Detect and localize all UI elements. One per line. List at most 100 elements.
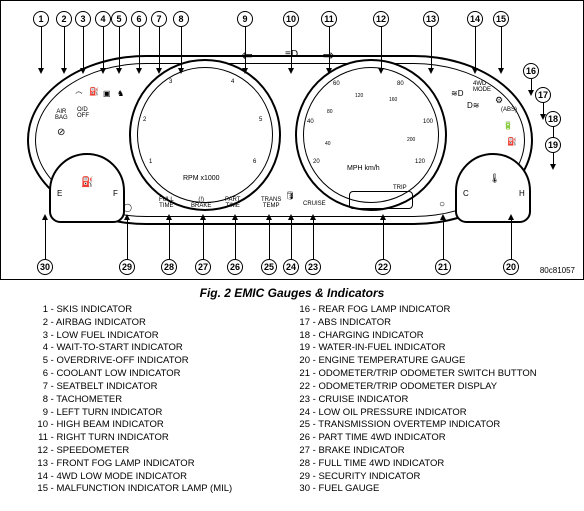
4wd-text: 4WDMODE (473, 81, 491, 93)
callout-28: 28 (161, 259, 177, 275)
figure-caption: Fig. 2 EMIC Gauges & Indicators (0, 286, 584, 300)
callout-2: 2 (56, 11, 72, 27)
callout-line-30 (45, 217, 46, 259)
callout-10: 10 (283, 11, 299, 27)
legend-item-18: 18 - CHARGING INDICATOR (292, 330, 554, 343)
legend-item-17: 17 - ABS INDICATOR (292, 317, 554, 330)
callout-23: 23 (305, 259, 321, 275)
tach-inner (137, 67, 273, 203)
callout-line-9 (245, 27, 246, 71)
callout-line-1 (41, 27, 42, 71)
callout-26: 26 (227, 259, 243, 275)
legend-item-21: 21 - ODOMETER/TRIP ODOMETER SWITCH BUTTO… (292, 368, 554, 381)
fuel-e: E (57, 189, 62, 198)
legend-item-7: 7 - SEATBELT INDICATOR (30, 381, 292, 394)
callout-19: 19 (545, 137, 561, 153)
callout-1: 1 (33, 11, 49, 27)
callout-arrow-5 (116, 68, 122, 74)
callout-line-4 (103, 27, 104, 71)
legend-item-14: 14 - 4WD LOW MODE INDICATOR (30, 471, 292, 484)
callout-14: 14 (467, 11, 483, 27)
legend-item-28: 28 - FULL TIME 4WD INDICATOR (292, 458, 554, 471)
trip-display (349, 191, 413, 209)
callout-6: 6 (131, 11, 147, 27)
trip-label: TRIP (393, 185, 407, 191)
callout-arrow-26 (232, 214, 238, 220)
callout-22: 22 (375, 259, 391, 275)
callout-arrow-22 (380, 214, 386, 220)
legend-item-3: 3 - LOW FUEL INDICATOR (30, 330, 292, 343)
odoff-text: O/DOFF (77, 107, 89, 119)
callout-line-25 (269, 217, 270, 259)
legend-item-24: 24 - LOW OIL PRESSURE INDICATOR (292, 407, 554, 420)
callout-16: 16 (523, 63, 539, 79)
callout-5: 5 (111, 11, 127, 27)
temp-c: C (463, 189, 469, 198)
callout-line-26 (235, 217, 236, 259)
fulltime-text: FULLTIME (159, 197, 174, 209)
legend-item-16: 16 - REAR FOG LAMP INDICATOR (292, 304, 554, 317)
callout-13: 13 (423, 11, 439, 27)
callout-arrow-23 (310, 214, 316, 220)
legend-item-30: 30 - FUEL GAUGE (292, 483, 554, 496)
callout-arrow-1 (38, 68, 44, 74)
callout-30: 30 (37, 259, 53, 275)
callout-line-21 (443, 217, 444, 259)
legend-item-5: 5 - OVERDRIVE-OFF INDICATOR (30, 355, 292, 368)
speedo-label: MPH km/h (347, 165, 380, 172)
callout-line-13 (431, 27, 432, 71)
mph-80: 80 (397, 81, 404, 87)
callout-arrow-19 (550, 164, 556, 170)
callout-line-28 (169, 217, 170, 259)
callout-arrow-20 (508, 214, 514, 220)
fuel-icon: ⛽ (81, 177, 93, 188)
mph-100: 100 (423, 119, 433, 125)
kmh-120: 120 (355, 93, 363, 99)
mph-120: 120 (415, 159, 425, 165)
callout-line-7 (159, 27, 160, 71)
callout-20: 20 (503, 259, 519, 275)
legend-item-12: 12 - SPEEDOMETER (30, 445, 292, 458)
callout-18: 18 (545, 111, 561, 127)
seatbelt-icon: ♞ (117, 89, 124, 98)
callout-line-23 (313, 217, 314, 259)
callout-arrow-4 (100, 68, 106, 74)
fuel-gauge (49, 153, 125, 223)
legend-item-19: 19 - WATER-IN-FUEL INDICATOR (292, 342, 554, 355)
legend-item-13: 13 - FRONT FOG LAMP INDICATOR (30, 458, 292, 471)
tach-2: 2 (143, 117, 146, 123)
callout-arrow-7 (156, 68, 162, 74)
kmh-200: 200 (407, 137, 415, 143)
temp-gauge (455, 153, 531, 223)
legend: 1 - SKIS INDICATOR2 - AIRBAG INDICATOR3 … (30, 304, 554, 496)
legend-item-23: 23 - CRUISE INDICATOR (292, 394, 554, 407)
tach-5: 5 (259, 117, 262, 123)
legend-item-1: 1 - SKIS INDICATOR (30, 304, 292, 317)
callout-line-29 (127, 217, 128, 259)
mil-icon: ⚙ (495, 95, 503, 106)
callout-arrow-14 (472, 68, 478, 74)
callout-4: 4 (95, 11, 111, 27)
skis-icon: ⊘ (57, 127, 65, 138)
legend-item-25: 25 - TRANSMISSION OVERTEMP INDICATOR (292, 419, 554, 432)
callout-line-10 (291, 27, 292, 71)
callout-arrow-2 (61, 68, 67, 74)
callout-arrow-10 (288, 68, 294, 74)
legend-item-6: 6 - COOLANT LOW INDICATOR (30, 368, 292, 381)
tach-3: 3 (169, 79, 172, 85)
kmh-80: 80 (327, 109, 333, 115)
callout-line-12 (381, 27, 382, 71)
callout-24: 24 (283, 259, 299, 275)
part-number: 80c81057 (540, 266, 575, 275)
callout-arrow-16 (528, 90, 534, 96)
callout-line-24 (291, 217, 292, 259)
callout-9: 9 (237, 11, 253, 27)
callout-11: 11 (321, 11, 337, 27)
abs-text: (ABS) (501, 107, 517, 113)
callout-line-11 (329, 27, 330, 71)
legend-item-26: 26 - PART TIME 4WD INDICATOR (292, 432, 554, 445)
callout-arrow-11 (326, 68, 332, 74)
callout-line-27 (203, 217, 204, 259)
legend-item-2: 2 - AIRBAG INDICATOR (30, 317, 292, 330)
callout-line-2 (64, 27, 65, 71)
